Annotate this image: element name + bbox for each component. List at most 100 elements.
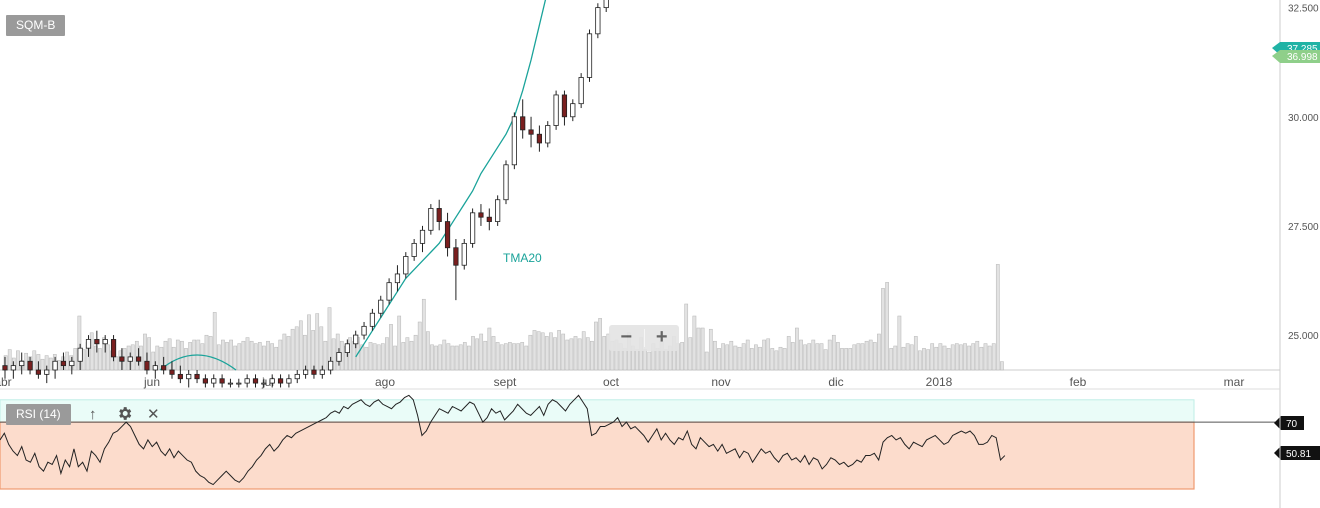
- volume-bar: [446, 343, 451, 371]
- volume-bar: [622, 348, 627, 371]
- volume-bar: [647, 351, 652, 371]
- volume-bar: [918, 350, 922, 371]
- volume-bar: [364, 346, 369, 371]
- volume-bar: [175, 339, 180, 371]
- x-tick-label: dic: [828, 375, 843, 389]
- volume-bar: [852, 344, 857, 371]
- candle-body: [486, 216, 492, 222]
- candle-body: [586, 33, 593, 78]
- gear-icon[interactable]: [116, 403, 133, 428]
- close-icon[interactable]: ✕: [147, 406, 160, 423]
- candle-body: [119, 356, 125, 362]
- zoom-in-button[interactable]: +: [655, 326, 668, 348]
- volume-bar: [831, 334, 836, 371]
- volume-bar: [811, 339, 816, 371]
- candle-body: [520, 116, 526, 131]
- volume-bar: [7, 349, 12, 371]
- zoom-out-button[interactable]: −: [620, 326, 633, 348]
- volume-bar: [540, 332, 545, 371]
- volume-bar: [905, 343, 910, 371]
- candle-body: [252, 378, 259, 384]
- candle-body: [528, 129, 534, 135]
- volume-bar: [758, 346, 762, 371]
- candle-body: [436, 208, 442, 222]
- candle-body: [277, 378, 284, 384]
- volume-bar: [795, 327, 799, 371]
- volume-bar: [975, 340, 980, 371]
- volume-bar: [102, 337, 106, 371]
- volume-bar: [413, 334, 418, 371]
- volume-bar: [995, 264, 1000, 371]
- volume-bar: [877, 333, 881, 371]
- volume-bar: [696, 327, 701, 371]
- volume-bar: [635, 349, 639, 371]
- candle-body: [227, 382, 234, 385]
- volume-bar: [602, 336, 607, 371]
- candle-body: [461, 242, 467, 266]
- volume-bar: [717, 348, 721, 371]
- volume-bar: [106, 344, 110, 371]
- rsi-value-tag: [1274, 446, 1320, 460]
- candle-body: [35, 369, 42, 375]
- candle-body: [161, 365, 167, 371]
- move-up-icon[interactable]: ↑: [89, 406, 97, 423]
- volume-bar: [934, 346, 939, 371]
- volume-bar: [954, 343, 959, 371]
- volume-bar: [967, 345, 971, 371]
- volume-bar: [286, 336, 291, 371]
- candle-body: [603, 0, 609, 9]
- volume-bar: [438, 344, 443, 371]
- candle-body: [503, 164, 509, 201]
- volume-bar: [266, 340, 270, 371]
- volume-bar: [380, 343, 385, 371]
- candle-body: [244, 378, 250, 384]
- volume-bar: [462, 342, 467, 371]
- volume-bar: [225, 342, 229, 371]
- rsi-indicator-label[interactable]: RSI (14): [6, 404, 71, 425]
- volume-bar: [376, 344, 381, 371]
- volume-bar: [897, 315, 902, 371]
- volume-bar: [184, 348, 188, 371]
- volume-bar: [93, 345, 98, 371]
- volume-bar: [864, 340, 869, 371]
- volume-bar: [167, 338, 172, 371]
- volume-bar: [77, 315, 82, 371]
- volume-bar: [389, 324, 393, 371]
- volume-bar: [684, 303, 689, 371]
- volume-bar: [930, 343, 935, 371]
- candle-body: [419, 229, 426, 244]
- volume-bar: [733, 345, 738, 371]
- volume-bar: [840, 348, 844, 371]
- volume-bar: [778, 346, 783, 371]
- volume-bar: [528, 334, 533, 371]
- ticker-label[interactable]: SQM-B: [6, 15, 66, 36]
- volume-bar: [216, 344, 221, 371]
- zoom-controls: − +: [609, 325, 679, 351]
- volume-bar: [823, 349, 828, 371]
- volume-bar: [16, 350, 20, 371]
- rsi-70-tag: [1274, 416, 1304, 430]
- candle-body: [110, 339, 117, 358]
- volume-bar: [963, 343, 967, 371]
- volume-bar: [298, 320, 303, 371]
- volume-bar: [434, 345, 438, 371]
- candle-body: [411, 242, 417, 257]
- candle-body: [536, 133, 543, 144]
- candle-body: [144, 360, 150, 371]
- candle-body: [10, 365, 16, 371]
- volume-bar: [803, 344, 807, 371]
- volume-bar: [233, 345, 238, 371]
- volume-bar: [200, 343, 205, 371]
- volume-bar: [959, 344, 963, 371]
- volume-bars: [3, 264, 1004, 371]
- volume-bar: [680, 342, 684, 371]
- volume-bar: [856, 343, 861, 371]
- last-price-label: 37.285: [1287, 44, 1318, 55]
- candle-body: [44, 369, 50, 375]
- volume-bar: [893, 345, 898, 371]
- candle-body: [378, 299, 384, 314]
- volume-bar: [544, 336, 549, 371]
- volume-bar: [1000, 361, 1004, 371]
- candle-body: [194, 373, 200, 380]
